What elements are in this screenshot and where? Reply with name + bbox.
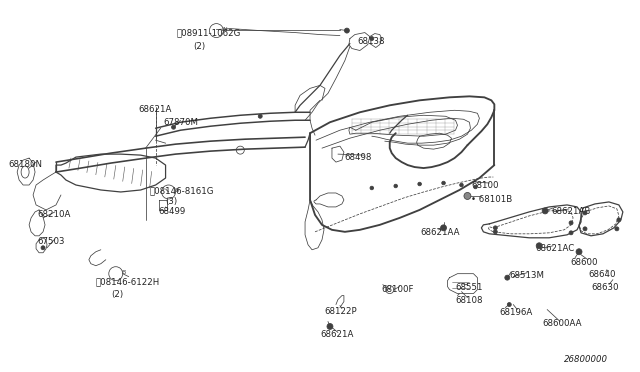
Text: (2): (2) <box>111 290 123 299</box>
Text: 68499: 68499 <box>159 207 186 216</box>
Ellipse shape <box>542 208 548 214</box>
Text: B: B <box>175 189 179 193</box>
Text: 68640: 68640 <box>588 270 616 279</box>
Ellipse shape <box>394 184 397 188</box>
Ellipse shape <box>569 221 573 225</box>
Ellipse shape <box>440 225 447 231</box>
Ellipse shape <box>617 218 621 222</box>
Text: 68108: 68108 <box>456 296 483 305</box>
Text: 68600: 68600 <box>570 258 598 267</box>
Text: 67870M: 67870M <box>164 118 198 127</box>
Ellipse shape <box>493 226 497 230</box>
Ellipse shape <box>474 185 477 189</box>
Text: ⒲08146-6122H: ⒲08146-6122H <box>96 278 160 287</box>
Text: ⓝ08911-1062G: ⓝ08911-1062G <box>177 29 241 38</box>
Ellipse shape <box>505 275 510 280</box>
Ellipse shape <box>41 246 45 250</box>
Ellipse shape <box>327 324 333 330</box>
Text: 68621AA: 68621AA <box>420 228 460 237</box>
Text: 68621A: 68621A <box>139 105 172 114</box>
Text: 68621AB: 68621AB <box>551 207 591 216</box>
Text: 68180N: 68180N <box>8 160 42 169</box>
Ellipse shape <box>370 186 374 190</box>
Text: 68630: 68630 <box>591 283 618 292</box>
Text: ⒲08146-8161G: ⒲08146-8161G <box>150 186 214 195</box>
Text: 68513M: 68513M <box>509 271 544 280</box>
Ellipse shape <box>508 302 511 307</box>
Ellipse shape <box>370 36 374 41</box>
Text: 68551: 68551 <box>456 283 483 292</box>
Text: (2): (2) <box>193 42 205 51</box>
Text: 68138: 68138 <box>358 36 385 45</box>
Text: 68100F: 68100F <box>382 285 414 294</box>
Ellipse shape <box>583 227 587 231</box>
Ellipse shape <box>460 183 463 187</box>
Text: (3): (3) <box>166 197 178 206</box>
Text: 68621A: 68621A <box>320 330 353 340</box>
Text: 68600AA: 68600AA <box>542 320 582 328</box>
Text: 67503: 67503 <box>37 237 65 246</box>
Text: N: N <box>222 27 227 32</box>
Ellipse shape <box>258 114 262 118</box>
Ellipse shape <box>493 230 497 234</box>
Ellipse shape <box>172 125 175 129</box>
Text: 68498: 68498 <box>344 153 371 162</box>
Ellipse shape <box>418 182 421 186</box>
Text: 68621AC: 68621AC <box>535 244 575 253</box>
Ellipse shape <box>464 192 471 199</box>
Ellipse shape <box>583 211 587 215</box>
Ellipse shape <box>536 243 542 249</box>
Ellipse shape <box>576 249 582 255</box>
Ellipse shape <box>569 231 573 235</box>
Text: • 68101B: • 68101B <box>472 195 513 204</box>
Text: 68196A: 68196A <box>499 308 532 317</box>
Text: 68100: 68100 <box>472 181 499 190</box>
Ellipse shape <box>442 181 445 185</box>
Text: 26800000: 26800000 <box>564 355 608 364</box>
Text: B: B <box>122 270 126 275</box>
Text: 68122P: 68122P <box>324 307 356 315</box>
Ellipse shape <box>344 28 349 33</box>
Text: 68210A: 68210A <box>37 210 70 219</box>
Ellipse shape <box>615 227 619 231</box>
